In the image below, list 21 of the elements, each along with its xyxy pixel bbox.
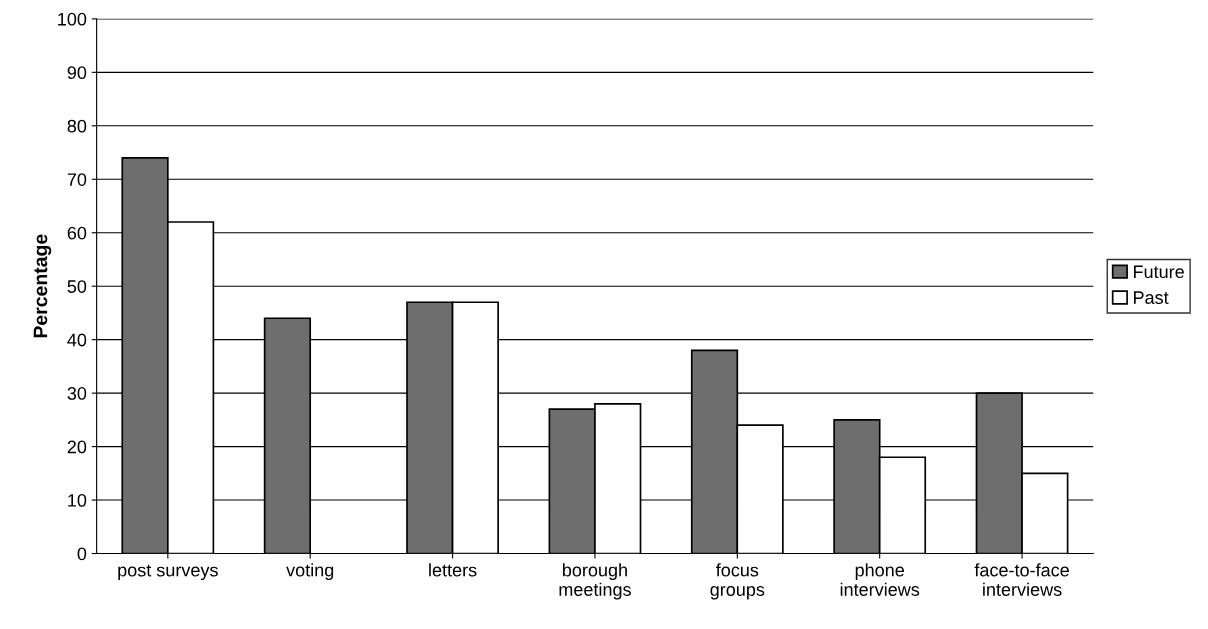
y-tick-label: 0	[77, 547, 87, 561]
x-tick-label: borough meetings	[559, 563, 631, 600]
y-tick-label: 100	[58, 12, 87, 26]
x-tick-label: face-to-face interviews	[974, 563, 1069, 596]
legend-label: Future	[1134, 265, 1184, 279]
y-tick-label: 60	[67, 226, 87, 240]
y-tick-label: 70	[67, 173, 87, 186]
y-tick-label: 20	[67, 440, 87, 454]
x-tick-label: voting	[286, 563, 334, 581]
y-tick-label: 40	[67, 333, 87, 347]
x-tick-label: post surveys	[118, 564, 218, 581]
y-tick-label: 50	[67, 280, 87, 293]
y-tick-label: 10	[68, 493, 87, 507]
y-tick-label: 30	[67, 387, 87, 400]
y-tick-label: 80	[67, 119, 87, 133]
y-axis-title: Percentage	[33, 234, 52, 338]
x-tick-label: focus groups	[710, 563, 765, 600]
legend-label: Past	[1134, 291, 1169, 304]
x-tick-label: phone interviews	[840, 563, 920, 596]
x-tick-label: letters	[429, 563, 477, 577]
y-tick-label: 90	[67, 66, 87, 80]
